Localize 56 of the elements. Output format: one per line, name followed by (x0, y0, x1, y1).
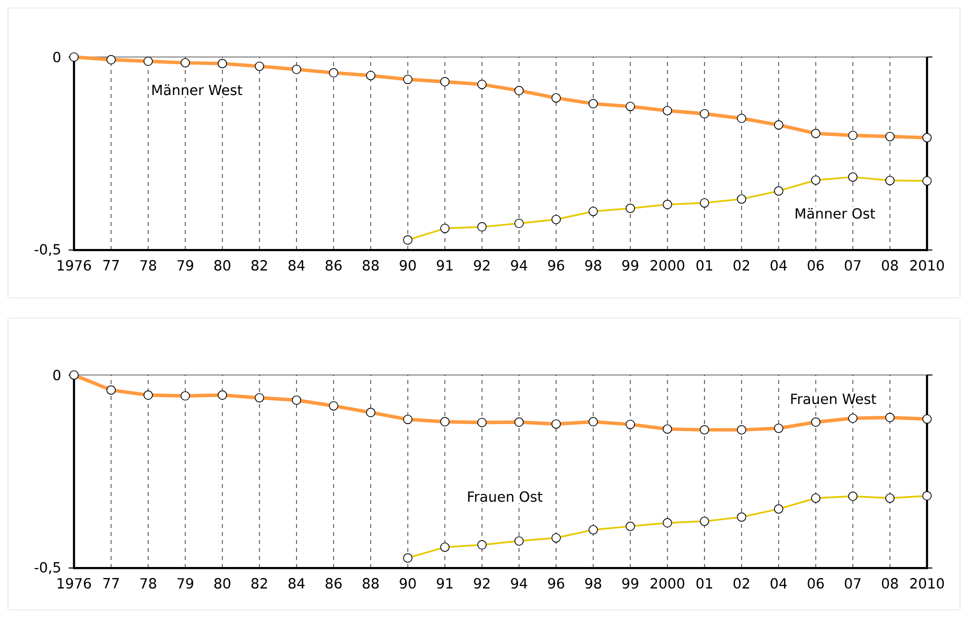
x-tick-label: 2000 (650, 260, 684, 271)
x-tick-label: 2010 (910, 260, 944, 271)
x-tick-label: 82 (251, 578, 267, 589)
x-tick-label: 91 (436, 260, 452, 271)
x-tick-label: 84 (288, 578, 305, 589)
x-tick-label: 02 (734, 578, 750, 589)
x-tick-label: 94 (511, 578, 528, 589)
x-tick-label: 99 (622, 260, 638, 271)
annotation: Männer Ost (796, 208, 876, 219)
x-tick-label: 02 (734, 260, 750, 271)
x-tick-label: 84 (288, 260, 305, 271)
x-tick-label: 78 (140, 578, 156, 589)
x-tick-label: 01 (696, 578, 712, 589)
x-tick-label: 08 (882, 260, 898, 271)
x-tick-label: 1976 (58, 260, 91, 271)
x-tick-label: 82 (251, 260, 267, 271)
x-tick-label: 07 (844, 260, 861, 271)
x-tick-label: 88 (362, 578, 379, 589)
x-tick-label: 07 (844, 578, 861, 589)
x-tick-label: 88 (362, 260, 379, 271)
annotation: Männer West (152, 84, 242, 96)
y-tick-label: 0 (53, 52, 60, 62)
x-tick-label: 91 (436, 578, 452, 589)
x-tick-label: 1976 (58, 578, 91, 589)
x-tick-label: 86 (326, 578, 342, 589)
x-tick-label: 92 (474, 260, 490, 271)
x-tick-label: 77 (103, 260, 119, 270)
x-tick-label: 78 (140, 260, 156, 271)
x-tick-label: 06 (808, 260, 824, 271)
x-tick-label: 04 (770, 260, 787, 271)
x-tick-label: 96 (548, 578, 564, 589)
y-tick-label: -0,5 (34, 562, 60, 574)
x-tick-label: 90 (400, 260, 416, 271)
x-tick-label: 08 (882, 578, 898, 589)
x-tick-label: 90 (400, 578, 416, 589)
x-tick-label: 79 (178, 260, 194, 271)
x-tick-label: 94 (511, 260, 528, 271)
x-tick-label: 77 (103, 578, 119, 588)
x-tick-label: 98 (585, 578, 602, 589)
x-tick-label: 96 (548, 260, 564, 271)
x-tick-label: 2000 (650, 578, 684, 589)
x-tick-label: 92 (474, 578, 490, 589)
x-tick-label: 01 (696, 260, 712, 271)
x-tick-label: 98 (585, 260, 602, 271)
x-tick-label: 99 (622, 578, 638, 589)
annotation: Frauen Ost (468, 491, 542, 502)
y-tick-label: -0,5 (34, 244, 60, 256)
x-tick-label: 79 (178, 578, 194, 589)
x-tick-label: 80 (214, 260, 230, 271)
x-tick-label: 80 (214, 578, 230, 589)
x-tick-label: 06 (808, 578, 824, 589)
x-tick-label: 86 (326, 260, 342, 271)
x-tick-label: 04 (770, 578, 787, 589)
annotation: Frauen West (791, 394, 876, 404)
x-tick-label: 2010 (910, 578, 944, 589)
y-tick-label: 0 (53, 370, 60, 380)
